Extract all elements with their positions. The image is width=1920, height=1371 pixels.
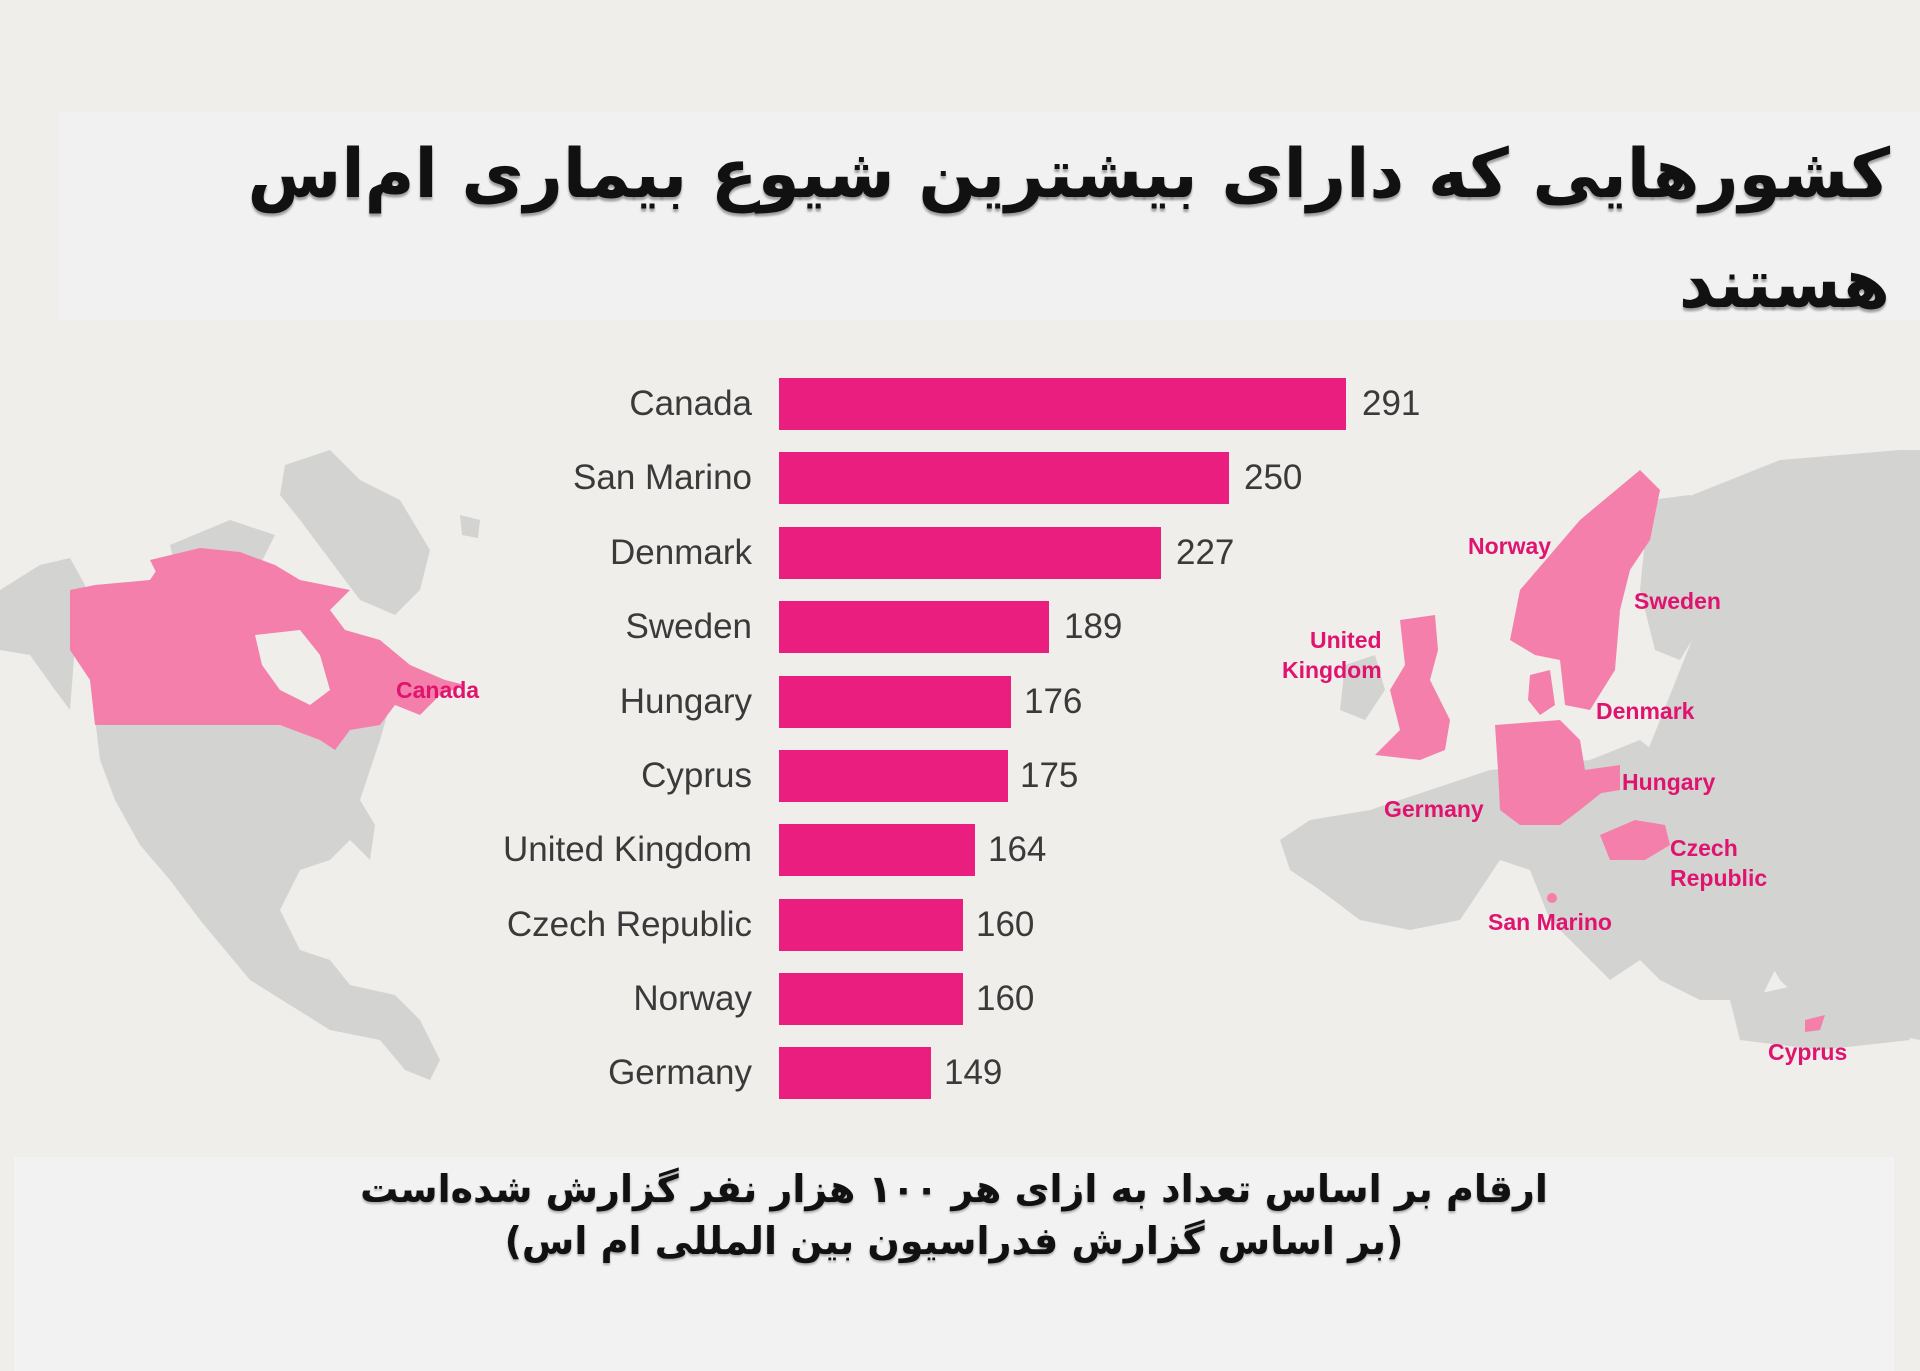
bar-label: Hungary <box>619 682 752 721</box>
bar-value: 160 <box>976 905 1035 944</box>
bar-label: Norway <box>633 979 752 1018</box>
bar <box>779 452 1229 504</box>
map-label-sweden: Sweden <box>1634 588 1721 614</box>
map-label-czech-line2: Republic <box>1670 865 1768 891</box>
bar-row-czech-republic: Czech Republic 160 <box>0 899 1920 951</box>
footer-note: ارقام بر اساس تعداد به ازای هر ۱۰۰ هزار … <box>360 1167 1548 1211</box>
bar-row-cyprus: Cyprus 175 <box>0 750 1920 802</box>
bar-value: 227 <box>1176 533 1235 572</box>
bar-label: Germany <box>608 1053 752 1092</box>
bar-label: Cyprus <box>641 756 752 795</box>
bar <box>779 378 1346 430</box>
map-label-czech-line1: Czech <box>1670 835 1738 861</box>
bar-value: 149 <box>944 1053 1003 1092</box>
bar-value: 250 <box>1244 458 1303 497</box>
europe-map <box>1260 440 1920 1080</box>
bar <box>779 676 1011 728</box>
bar <box>779 527 1161 579</box>
footer-band: ارقام بر اساس تعداد به ازای هر ۱۰۰ هزار … <box>14 1157 1894 1371</box>
bar-value: 176 <box>1024 682 1083 721</box>
bar-label: San Marino <box>573 458 752 497</box>
map-label-denmark: Denmark <box>1596 698 1695 724</box>
map-label-germany: Germany <box>1384 796 1484 822</box>
bar <box>779 750 1008 802</box>
north-america-map <box>0 440 520 1140</box>
bar-row-sweden: Sweden 189 <box>0 601 1920 653</box>
map-label-san-marino: San Marino <box>1488 909 1612 935</box>
bar-value: 291 <box>1362 384 1421 423</box>
bar-row-canada: Canada 291 <box>0 378 1920 430</box>
map-label-norway: Norway <box>1468 533 1552 559</box>
bar-label: Denmark <box>610 533 752 572</box>
bar <box>779 824 975 876</box>
bar <box>779 899 963 951</box>
bar-row-san-marino: San Marino 250 <box>0 452 1920 504</box>
map-label-canada: Canada <box>396 677 480 703</box>
map-label-hungary: Hungary <box>1622 769 1716 795</box>
bar-row-hungary: Hungary 176 <box>0 676 1920 728</box>
bar-label: Canada <box>629 384 752 423</box>
bar-value: 160 <box>976 979 1035 1018</box>
map-label-cyprus: Cyprus <box>1768 1039 1848 1065</box>
map-label-united-kingdom-line2: Kingdom <box>1282 657 1382 683</box>
bar-row-united-kingdom: United Kingdom 164 <box>0 824 1920 876</box>
bar-row-denmark: Denmark 227 <box>0 527 1920 579</box>
bar-value: 189 <box>1064 607 1123 646</box>
bar <box>779 973 963 1025</box>
bar-label: Czech Republic <box>506 905 752 944</box>
bar-label: Sweden <box>625 607 752 646</box>
bar-value: 164 <box>988 830 1047 869</box>
bar-label: United Kingdom <box>502 830 752 869</box>
map-label-united-kingdom-line1: United <box>1310 627 1382 653</box>
bar <box>779 601 1049 653</box>
bar-row-germany: Germany 149 <box>0 1047 1920 1099</box>
footer-source: (بر اساس گزارش فدراسیون بین المللی ام اس… <box>504 1219 1404 1263</box>
bar-row-norway: Norway 160 <box>0 973 1920 1025</box>
bar <box>779 1047 931 1099</box>
title-band: کشورهایی که دارای بیشترین شیوع بیماری ام… <box>58 112 1920 324</box>
bar-value: 175 <box>1020 756 1079 795</box>
chart-title: کشورهایی که دارای بیشترین شیوع بیماری ام… <box>247 135 1891 324</box>
